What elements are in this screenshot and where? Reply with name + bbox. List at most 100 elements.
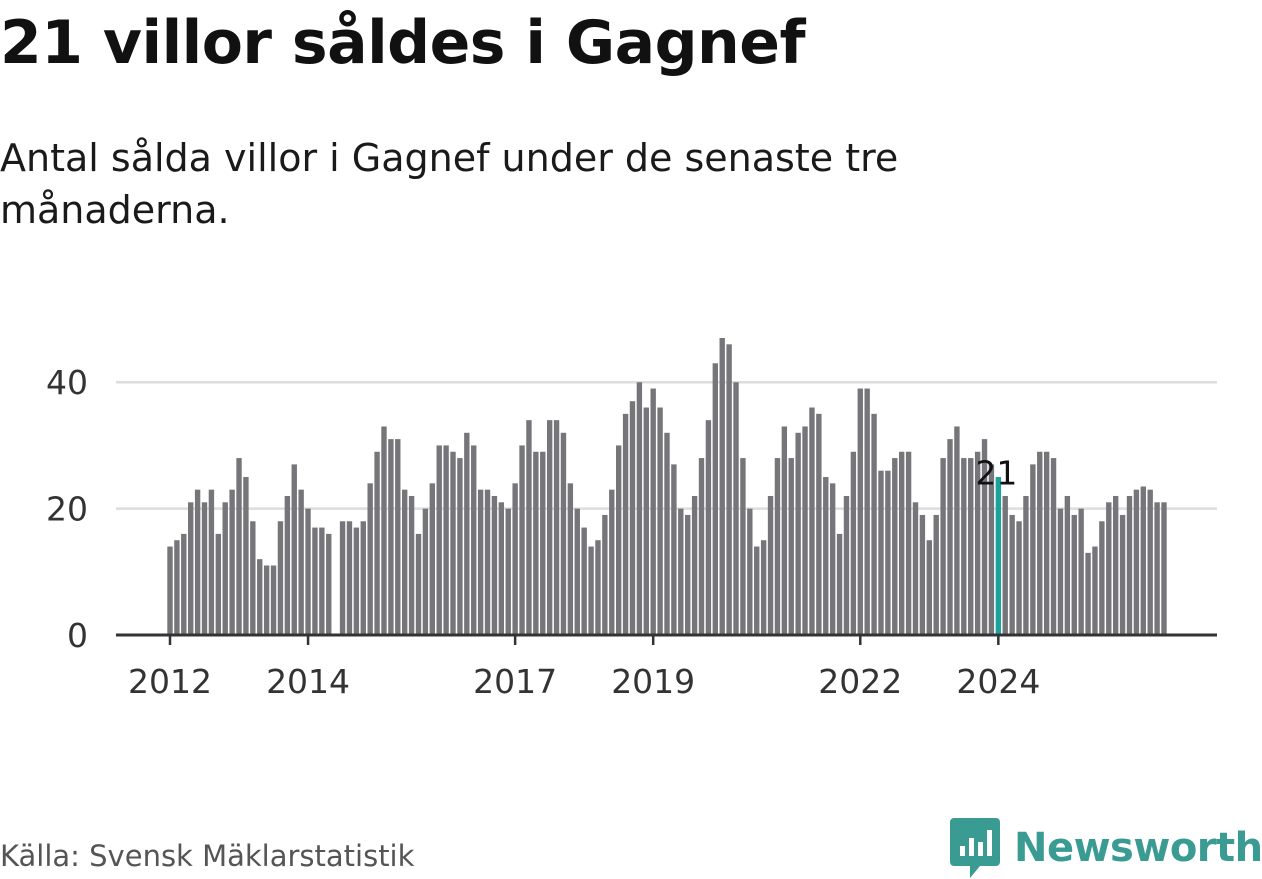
bar <box>712 363 719 635</box>
bar <box>167 546 173 635</box>
bar <box>809 407 815 635</box>
bar <box>857 388 863 635</box>
bar <box>643 407 649 635</box>
bar <box>512 483 518 635</box>
bar <box>850 451 857 635</box>
bar <box>1112 495 1119 635</box>
bar <box>1085 552 1091 635</box>
bar <box>622 413 629 635</box>
bar <box>181 533 187 635</box>
bar <box>657 407 663 635</box>
bar <box>595 540 601 635</box>
bar <box>319 527 325 635</box>
bar <box>1050 458 1057 635</box>
bar <box>450 451 456 635</box>
bar <box>353 527 360 635</box>
highlight-value-label: 21 <box>975 453 1017 492</box>
bar <box>836 533 843 635</box>
bar <box>774 458 781 635</box>
bar <box>339 521 346 635</box>
bar <box>864 388 870 635</box>
bar <box>650 388 656 635</box>
bar <box>471 445 477 635</box>
bar <box>691 495 698 635</box>
bar <box>767 495 774 635</box>
bar <box>491 495 498 635</box>
bar <box>740 458 746 635</box>
bar <box>961 458 967 635</box>
bar <box>719 338 725 635</box>
bar <box>1106 502 1112 635</box>
bar <box>519 445 525 635</box>
bar <box>215 533 222 635</box>
bar <box>754 546 760 635</box>
bar <box>1119 514 1126 635</box>
bar <box>878 470 884 635</box>
bar <box>374 451 380 635</box>
bar <box>326 533 332 635</box>
bar <box>823 477 829 635</box>
bar <box>1030 464 1036 635</box>
bar <box>733 382 739 635</box>
bar <box>408 495 415 635</box>
bar <box>1009 514 1015 635</box>
bar <box>747 508 753 635</box>
bar <box>484 489 491 635</box>
bar <box>947 439 953 635</box>
bar <box>1016 521 1022 635</box>
x-tick-label: 2014 <box>266 662 350 701</box>
bar-chart: 0 20 40 2012 2014 2017 2019 2022 2024 21 <box>46 338 1217 701</box>
bar <box>388 439 394 635</box>
y-tick-label: 20 <box>46 490 88 529</box>
bar <box>381 426 387 635</box>
bar <box>899 451 905 635</box>
bar <box>360 521 366 635</box>
source-note: Källa: Svensk Mäklarstatistik <box>0 839 415 873</box>
brand-logo[interactable]: Newsworthy <box>950 818 1262 878</box>
bar <box>1057 508 1064 635</box>
bar <box>188 502 194 635</box>
bar <box>615 445 622 635</box>
bar <box>1043 451 1050 635</box>
bar <box>1161 502 1167 635</box>
bar <box>974 451 981 635</box>
y-tick-label: 0 <box>67 616 88 655</box>
bar <box>236 458 242 635</box>
y-tick-label: 40 <box>46 363 88 402</box>
bar <box>905 451 912 635</box>
bar <box>194 489 201 635</box>
bar <box>602 514 608 635</box>
bar <box>208 489 215 635</box>
bar-highlight <box>995 477 1002 635</box>
bar <box>464 432 470 635</box>
bar <box>291 464 297 635</box>
bar <box>678 508 684 635</box>
bar <box>954 426 960 635</box>
bars <box>167 338 1167 635</box>
x-tick-label: 2019 <box>611 662 695 701</box>
brand-name: Newsworthy <box>1014 825 1262 871</box>
bar <box>305 508 311 635</box>
bar <box>685 514 691 635</box>
bar <box>1064 495 1071 635</box>
bar <box>609 489 615 635</box>
bar <box>726 344 732 635</box>
bar <box>533 451 539 635</box>
bar <box>574 508 580 635</box>
bar <box>843 495 850 635</box>
bar <box>933 514 939 635</box>
bar <box>243 477 249 635</box>
bar <box>705 420 712 635</box>
bar <box>526 420 532 635</box>
bar <box>395 439 401 635</box>
bar <box>312 527 318 635</box>
bar <box>1133 489 1140 635</box>
bar <box>415 533 422 635</box>
bar <box>284 495 291 635</box>
bar <box>926 540 932 635</box>
bar <box>270 565 277 635</box>
x-tick-label: 2022 <box>818 662 902 701</box>
bar <box>1023 495 1029 635</box>
bar <box>1037 451 1043 635</box>
bar <box>981 439 988 635</box>
